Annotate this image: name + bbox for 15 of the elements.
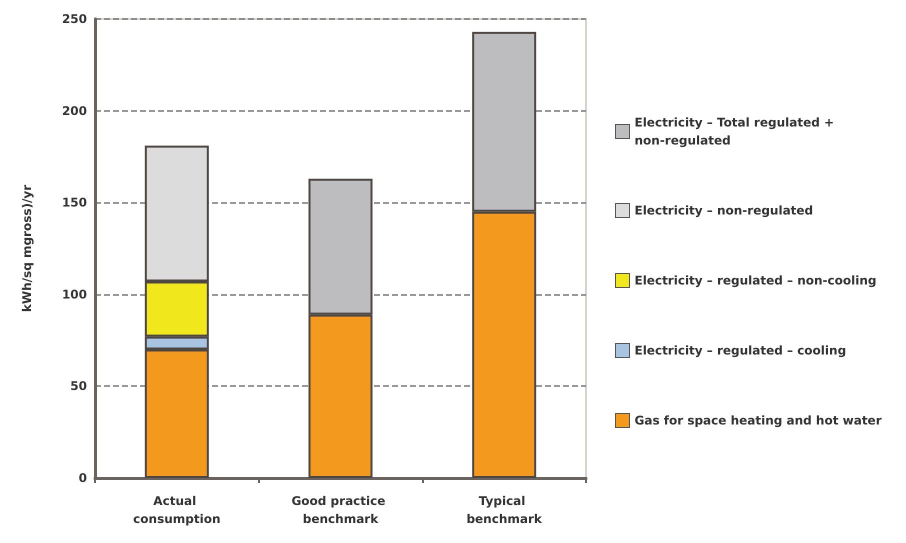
y-tick-label: 200 xyxy=(62,104,87,118)
y-tick-label: 100 xyxy=(62,287,87,302)
legend-label: Electricity – non-regulated xyxy=(634,204,814,218)
legend-label: Electricity – regulated – non-cooling xyxy=(634,274,876,288)
x-tick-label: Good practice benchmark xyxy=(291,494,390,526)
y-tick-label: 250 xyxy=(62,12,87,26)
legend-label: Electricity – Total regulated + non-regulated xyxy=(634,116,838,148)
x-tick-label: Typical benchmark xyxy=(466,494,543,526)
y-tick-label: 0 xyxy=(78,471,87,485)
y-axis-title: kWh/sq mgross)/yr xyxy=(20,184,34,312)
legend-label: Gas for space heating and hot water xyxy=(634,414,882,428)
legend-label: Electricity – regulated – cooling xyxy=(634,344,846,358)
x-tick-label: Actual consumption xyxy=(133,494,220,526)
y-tick-label: 50 xyxy=(70,379,87,394)
y-tick-label: 150 xyxy=(62,196,87,210)
